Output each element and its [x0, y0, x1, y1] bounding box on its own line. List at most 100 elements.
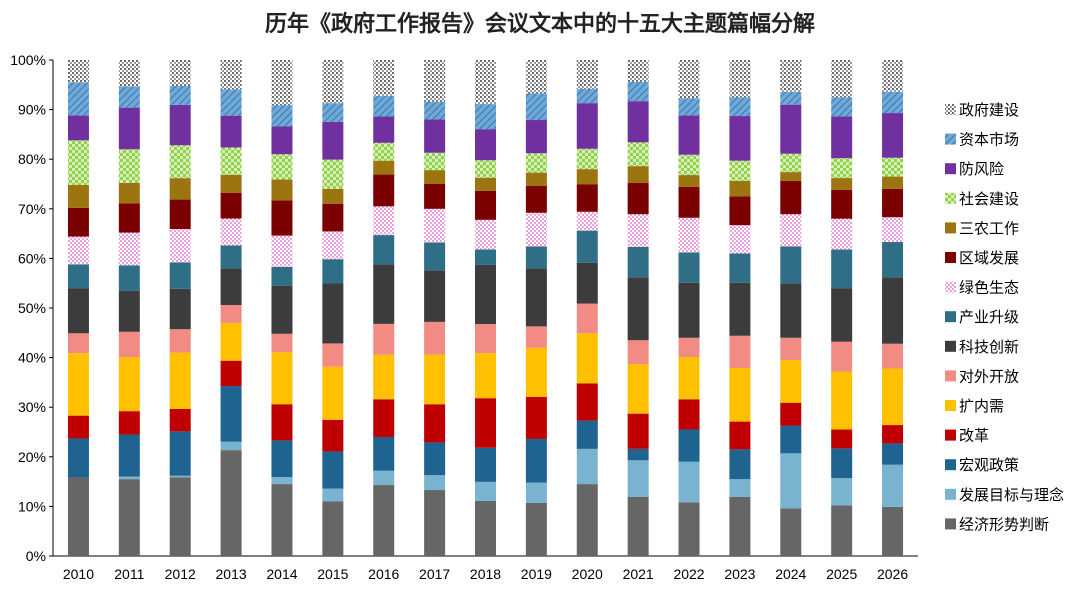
- bar-segment: [882, 242, 904, 278]
- bar-segment: [627, 214, 649, 247]
- bar-segment: [831, 249, 853, 289]
- bar-segment: [424, 475, 446, 491]
- bar-segment: [576, 262, 598, 304]
- legend-swatch: [945, 281, 956, 293]
- legend-swatch: [945, 459, 956, 471]
- bar-segment: [67, 115, 89, 141]
- legend-label: 经济形势判断: [959, 515, 1049, 533]
- y-tick-label: 20%: [18, 449, 46, 465]
- x-tick-label: 2026: [877, 566, 908, 582]
- bar-segment: [271, 352, 293, 405]
- chart-title: 历年《政府工作报告》会议文本中的十五大主题篇幅分解: [264, 11, 815, 37]
- bar-segment: [118, 265, 140, 291]
- bar-segment: [780, 337, 802, 361]
- bar-segment: [576, 484, 598, 556]
- legend-label: 改革: [959, 427, 989, 445]
- bar-segment: [780, 172, 802, 182]
- bar-segment: [627, 364, 649, 414]
- bar-segment: [271, 477, 293, 485]
- legend-label: 发展目标与理念: [959, 486, 1064, 504]
- bar-segment: [220, 386, 242, 442]
- bar-segment: [271, 126, 293, 155]
- bar-segment: [67, 264, 89, 289]
- bar-segment: [525, 438, 547, 483]
- x-tick-label: 2022: [673, 566, 704, 582]
- bar-segment: [882, 506, 904, 556]
- bar-segment: [780, 508, 802, 556]
- bar-segment: [424, 270, 446, 322]
- bar-segment: [780, 453, 802, 509]
- bar-segment: [118, 331, 140, 358]
- bar-segment: [373, 264, 395, 324]
- bar-segment: [576, 303, 598, 334]
- bar-segment: [475, 60, 496, 105]
- bar-segment: [882, 113, 904, 158]
- bar-segment: [831, 448, 853, 479]
- bar-segment: [678, 252, 700, 283]
- bar-segment: [475, 104, 496, 130]
- y-tick-label: 30%: [18, 399, 46, 415]
- bar-segment: [627, 448, 649, 461]
- bar-segment: [220, 441, 242, 451]
- bar-segment: [780, 283, 802, 338]
- bar-segment: [373, 436, 395, 471]
- bar-segment: [169, 60, 191, 86]
- bar-segment: [627, 496, 649, 556]
- bar-segment: [373, 354, 395, 400]
- bar-segment: [831, 429, 853, 449]
- legend-swatch: [945, 133, 956, 145]
- bar-segment: [220, 450, 242, 556]
- bar-segment: [678, 461, 700, 503]
- bar-segment: [780, 60, 802, 92]
- bar-segment: [525, 60, 547, 94]
- bar-segment: [322, 121, 344, 160]
- bar-segment: [525, 268, 547, 327]
- x-tick-label: 2021: [623, 566, 654, 582]
- bar-segment: [271, 484, 293, 556]
- bar-segment: [322, 283, 344, 344]
- bar-segment: [627, 183, 649, 215]
- bar-segment: [67, 207, 89, 237]
- bar-segment: [525, 93, 547, 121]
- bar-segment: [322, 103, 344, 122]
- bar-segment: [831, 116, 853, 159]
- bar-segment: [271, 179, 293, 201]
- bar-segment: [118, 107, 140, 150]
- bar-segment: [780, 360, 802, 403]
- bar-segment: [525, 502, 547, 556]
- bar-segment: [169, 329, 191, 353]
- bar-segment: [729, 335, 751, 369]
- bar-segment: [729, 225, 751, 254]
- legend-label: 政府建设: [959, 101, 1019, 119]
- legend-swatch: [945, 252, 956, 263]
- bar-segment: [627, 246, 649, 278]
- x-tick-label: 2013: [216, 566, 247, 582]
- bar-segment: [525, 246, 547, 269]
- bar-segment: [678, 429, 700, 462]
- bar-segment: [678, 115, 700, 155]
- bar-segment: [424, 152, 446, 171]
- bar-segment: [373, 323, 395, 355]
- bar-segment: [576, 383, 598, 421]
- bar-segment: [831, 178, 853, 190]
- bar-segment: [67, 353, 89, 416]
- bar-segment: [882, 60, 904, 92]
- bar-segment: [322, 451, 344, 489]
- bar-segment: [322, 159, 344, 189]
- bar-segment: [322, 343, 344, 367]
- bar-segment: [322, 60, 344, 104]
- legend-label: 绿色生态: [959, 279, 1019, 297]
- bar-segment: [424, 60, 446, 102]
- legend-label: 宏观政策: [959, 456, 1019, 474]
- bar-segment: [831, 60, 853, 98]
- bar-segment: [220, 60, 242, 90]
- y-tick-label: 0%: [26, 548, 46, 564]
- bar-segment: [729, 181, 751, 197]
- bar-segment: [373, 116, 395, 143]
- x-tick-label: 2019: [521, 566, 552, 582]
- x-tick-label: 2015: [317, 566, 348, 582]
- bar-segment: [882, 188, 904, 218]
- bar-segment: [322, 366, 344, 420]
- bar-segment: [424, 101, 446, 120]
- bar-segment: [627, 166, 649, 184]
